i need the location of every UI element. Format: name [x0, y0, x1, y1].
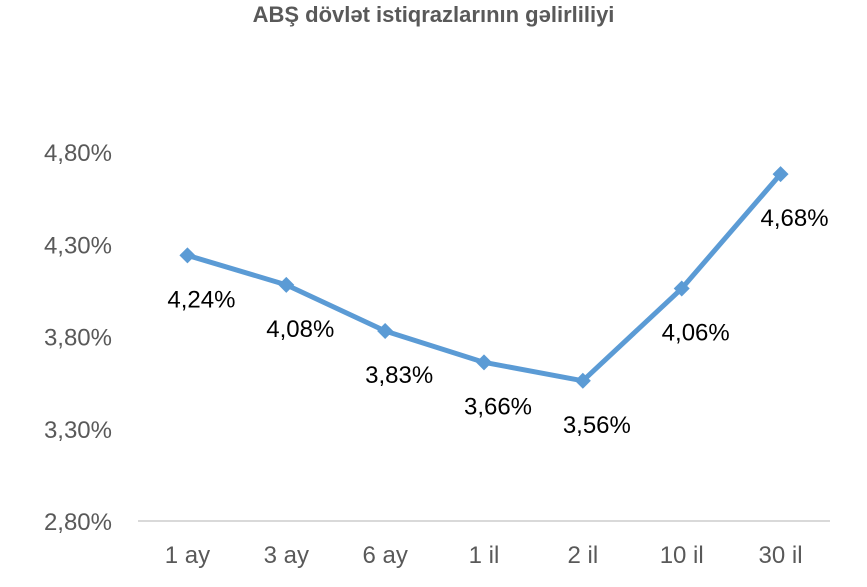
- y-tick-label: 4,80%: [44, 140, 112, 167]
- data-label: 4,08%: [266, 316, 334, 343]
- data-point-marker: [179, 247, 196, 264]
- data-point-marker: [377, 322, 394, 339]
- data-point-marker: [772, 166, 789, 183]
- data-label: 3,66%: [464, 393, 532, 420]
- x-tick-label: 30 il: [759, 542, 803, 569]
- data-label: 4,24%: [167, 286, 235, 313]
- data-point-marker: [278, 276, 295, 293]
- data-label: 4,06%: [662, 320, 730, 347]
- data-label: 3,56%: [563, 412, 631, 439]
- x-tick-label: 10 il: [660, 542, 704, 569]
- x-tick-label: 1 ay: [165, 542, 210, 569]
- data-point-marker: [574, 372, 591, 389]
- data-label: 3,83%: [365, 362, 433, 389]
- x-tick-label: 2 il: [568, 542, 599, 569]
- x-tick-label: 3 ay: [264, 542, 309, 569]
- y-tick-label: 2,80%: [44, 509, 112, 536]
- data-point-marker: [476, 354, 492, 371]
- y-tick-label: 3,80%: [44, 325, 112, 352]
- y-tick-label: 3,30%: [44, 417, 112, 444]
- series-line: [184, 171, 784, 384]
- data-label: 4,68%: [761, 205, 829, 232]
- data-point-marker: [673, 280, 690, 297]
- y-tick-label: 4,30%: [44, 232, 112, 259]
- chart-title: ABŞ dövlət istiqrazlarının gəlirliliyi: [252, 2, 615, 27]
- x-tick-label: 6 ay: [362, 542, 407, 569]
- x-tick-label: 1 il: [469, 542, 500, 569]
